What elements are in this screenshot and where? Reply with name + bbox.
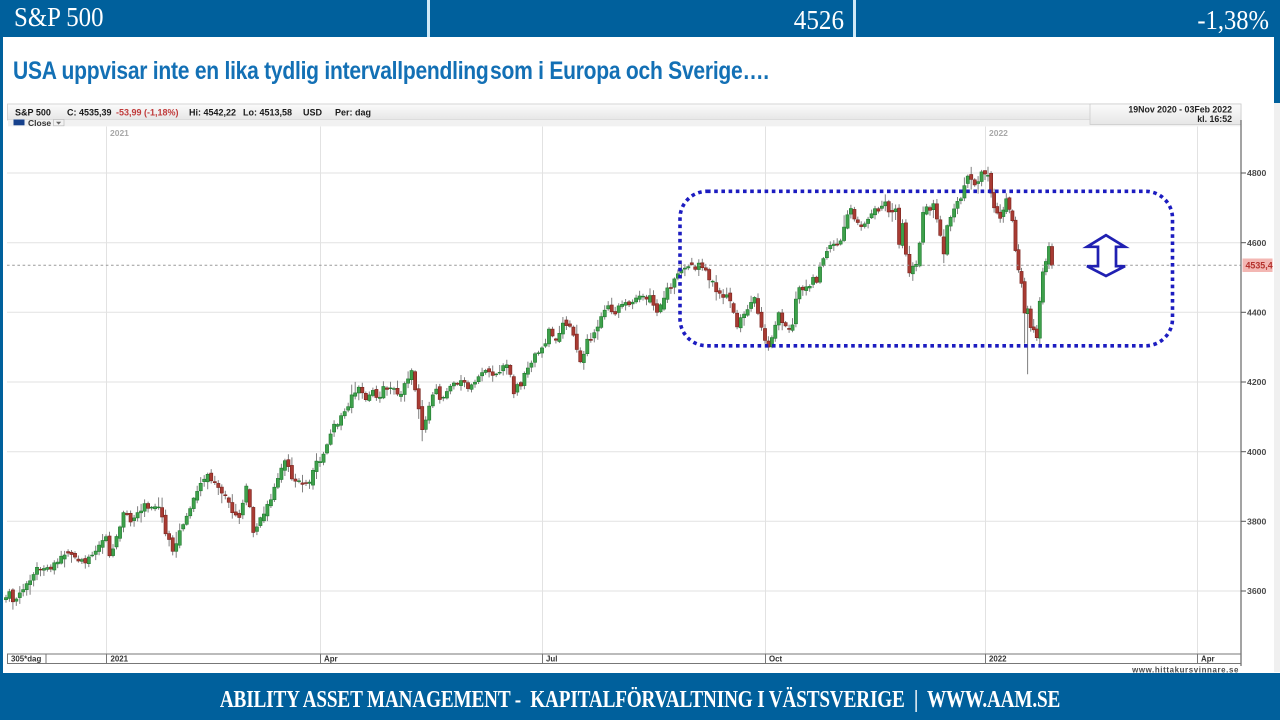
svg-text:Apr: Apr [324, 655, 338, 664]
svg-text:4200: 4200 [1247, 377, 1266, 387]
svg-text:kl. 16:52: kl. 16:52 [1197, 114, 1232, 124]
svg-text:Jul: Jul [546, 655, 557, 664]
svg-text:4535,4: 4535,4 [1246, 260, 1273, 270]
svg-text:4800: 4800 [1247, 168, 1266, 178]
svg-text:USD: USD [303, 108, 323, 118]
svg-text:-53,99 (-1,18%): -53,99 (-1,18%) [116, 108, 179, 118]
svg-text:www.hittakursvinnare.se: www.hittakursvinnare.se [1131, 665, 1239, 674]
svg-text:Oct: Oct [769, 655, 783, 664]
svg-text:3600: 3600 [1247, 586, 1266, 596]
svg-text:C: 4535,39: C: 4535,39 [67, 108, 112, 118]
svg-text:2022: 2022 [989, 655, 1007, 664]
svg-text:305*dag: 305*dag [11, 655, 41, 664]
svg-text:2021: 2021 [110, 128, 129, 138]
svg-text:4400: 4400 [1247, 308, 1266, 318]
svg-text:3800: 3800 [1247, 517, 1266, 527]
svg-text:19Nov 2020 - 03Feb 2022: 19Nov 2020 - 03Feb 2022 [1128, 105, 1232, 115]
svg-text:Lo: 4513,58: Lo: 4513,58 [243, 108, 292, 118]
svg-text:Hi: 4542,22: Hi: 4542,22 [189, 108, 236, 118]
svg-text:2022: 2022 [989, 128, 1008, 138]
svg-text:2021: 2021 [111, 655, 129, 664]
svg-text:Apr: Apr [1201, 655, 1215, 664]
svg-text:Close: Close [28, 118, 51, 128]
svg-text:S&P 500: S&P 500 [15, 108, 51, 118]
svg-text:4600: 4600 [1247, 238, 1266, 248]
svg-text:Per: dag: Per: dag [335, 108, 371, 118]
svg-text:4000: 4000 [1247, 447, 1266, 457]
